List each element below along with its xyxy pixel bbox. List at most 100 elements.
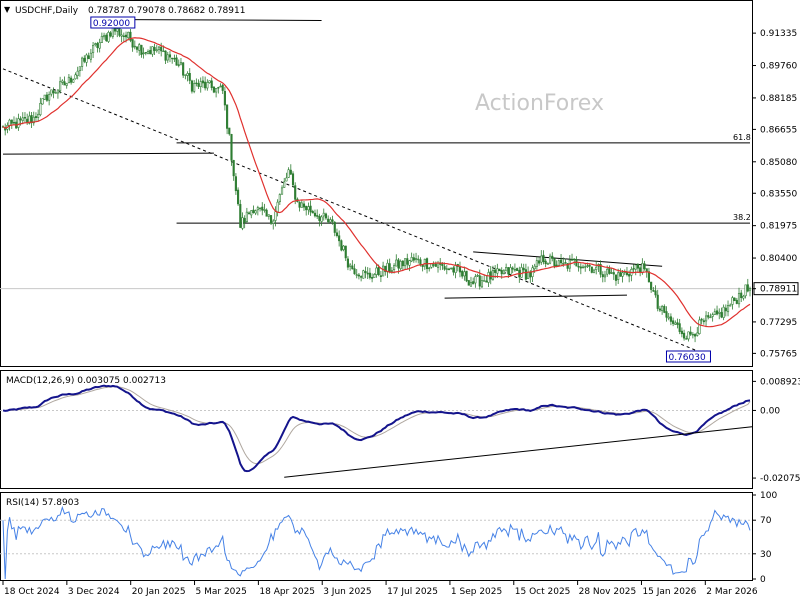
price-panel-frame [0,0,753,367]
candle-body [107,32,110,42]
candle-body [153,47,156,51]
candle-body [39,103,42,116]
candle-body [562,263,565,265]
rsi-tick-label: 30 [760,550,772,560]
candle-body [726,305,730,313]
candle-body [208,80,211,83]
candle-body [595,266,598,270]
candle-body [467,280,470,286]
candle-body [76,70,79,76]
macd-tick-label: 0.008923 [760,377,800,387]
candle-body [307,206,310,211]
candle-body [656,294,659,309]
candle-body [228,127,231,135]
candle-body [344,245,347,259]
candle-body [254,210,257,214]
candle-body [151,46,154,55]
candle-body [641,262,644,274]
candle-body [581,266,585,269]
candle-body [50,89,53,95]
menu-triangle-icon[interactable]: ▼ [4,5,11,14]
date-tick-label: 1 Sep 2025 [451,587,502,597]
watermark-text: ActionForex [475,91,604,116]
candle-body [122,35,125,37]
candle-body [175,57,178,66]
candle-body [384,265,387,273]
date-tick-label: 15 Jan 2026 [642,587,696,597]
candle-body [81,57,84,67]
candle-body [116,28,119,32]
macd-trendline [284,426,753,478]
candle-body [731,297,734,305]
candle-body [48,94,51,101]
candle-body [221,84,224,91]
candle-body [740,292,743,299]
candle-body [223,91,226,106]
candle-body [182,62,185,76]
candle-body [17,118,20,128]
candle-body [375,267,378,275]
candle-body [614,274,618,281]
candle-body [636,264,640,269]
candle-body [157,46,161,50]
candle-body [23,117,27,119]
price-annotation-box [90,16,136,29]
price-tick-label: 0.78911 [760,285,797,295]
candle-body [419,259,422,265]
date-tick-label: 2 Mar 2026 [706,587,758,597]
candle-body [294,185,297,200]
candle-body [362,270,365,279]
candle-body [672,320,675,324]
candle-body [386,262,389,273]
candle-body [522,267,525,271]
macd-main-line [2,384,751,473]
candle-body [718,311,721,314]
candle-body [267,214,270,217]
candle-body [318,215,321,221]
candle-body [432,264,435,266]
candle-body [204,81,207,89]
candle-body [463,271,466,277]
candle-body [52,90,55,94]
price-tick-label: 0.88185 [760,94,797,104]
candle-body [210,80,213,88]
date-tick-label: 20 Jan 2025 [132,587,186,597]
candle-body [124,34,128,38]
candle-body [735,299,738,304]
candle-body [349,264,352,267]
candle-body [276,201,279,213]
candle-body [188,73,191,81]
candle-body [643,263,646,270]
candle-body [131,39,134,48]
macd-signal-line [2,386,751,465]
candle-body [496,268,499,274]
candle-body [248,212,251,215]
candle-body [540,255,543,263]
candle-body [291,173,295,186]
moving-average-line [2,37,751,328]
candle-body [447,268,451,271]
candle-body [733,297,736,301]
fib-level-label: 38.2 [733,213,751,222]
candle-body [388,263,391,273]
candle-body [382,265,385,277]
candle-body [379,275,382,277]
candle-body [443,266,446,270]
candle-body [678,323,681,332]
candle-body [140,44,143,55]
candle-body [658,308,661,311]
candle-body [377,266,380,276]
candle-body [527,271,530,279]
candle-body [667,316,670,319]
candle-body [509,267,512,275]
candle-body [179,62,183,65]
candle-body [201,80,204,84]
candle-body [89,52,92,60]
candle-body [707,315,710,318]
candle-body [168,54,172,58]
price-tick-label: 0.80400 [760,254,797,264]
ohlc-values: 0.78787 0.79078 0.78682 0.78911 [88,6,245,16]
price-tick-label: 0.77295 [760,318,797,328]
candle-body [507,267,510,275]
candle-body [74,74,77,80]
